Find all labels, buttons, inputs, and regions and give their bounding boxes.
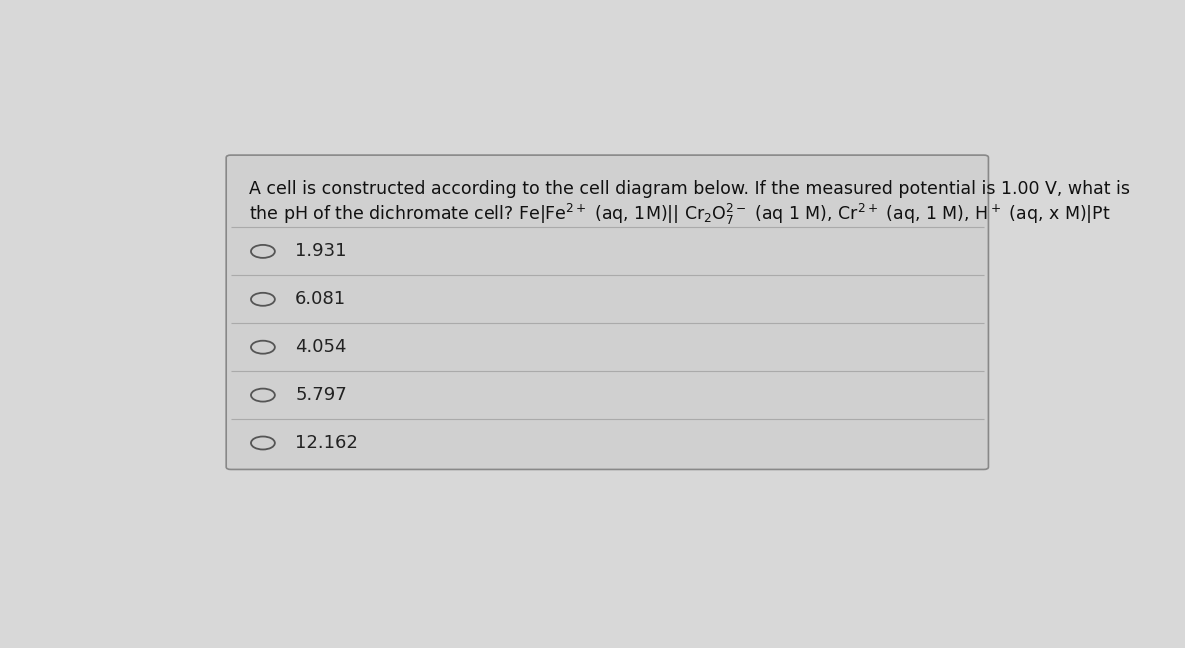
Text: 4.054: 4.054 (295, 338, 346, 356)
Text: the pH of the dichromate cell? Fe|Fe$^{2+}$ (aq, 1M)|| Cr$_2$O$_7^{2-}$ (aq 1 M): the pH of the dichromate cell? Fe|Fe$^{2… (249, 202, 1110, 227)
Text: 5.797: 5.797 (295, 386, 347, 404)
FancyBboxPatch shape (226, 155, 988, 469)
Text: 12.162: 12.162 (295, 434, 358, 452)
Text: 6.081: 6.081 (295, 290, 346, 308)
Text: 1.931: 1.931 (295, 242, 346, 260)
Text: A cell is constructed according to the cell diagram below. If the measured poten: A cell is constructed according to the c… (249, 180, 1130, 198)
